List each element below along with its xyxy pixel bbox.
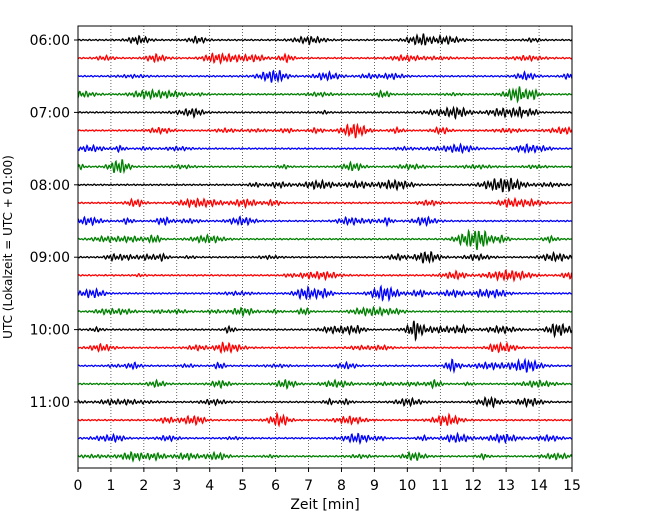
trace-0700 xyxy=(77,105,573,120)
x-tick-label-0: 0 xyxy=(74,478,83,494)
trace-0930 xyxy=(77,284,573,303)
x-tick-label-15: 15 xyxy=(563,478,581,494)
x-tick-label-3: 3 xyxy=(172,478,181,494)
x-tick-label-1: 1 xyxy=(106,478,115,494)
trace-1000 xyxy=(77,320,573,342)
plot-frame xyxy=(77,25,573,469)
y-tick-label-0600: 06:00 xyxy=(30,33,70,49)
trace-0945 xyxy=(77,305,573,318)
x-axis: 0 1 2 3 4 5 6 7 8 9 10 11 12 13 14 15 xyxy=(74,468,581,494)
trace-1100 xyxy=(77,395,573,409)
trace-0600 xyxy=(77,33,573,46)
x-tick-label-13: 13 xyxy=(497,478,515,494)
x-tick-label-10: 10 xyxy=(398,478,416,494)
y-tick-label-1100: 11:00 xyxy=(30,395,70,411)
y-axis-label: UTC (Lokalzeit = UTC + 01:00) xyxy=(1,155,15,339)
trace-1115 xyxy=(77,411,573,428)
trace-0845 xyxy=(77,228,573,250)
trace-1130 xyxy=(77,431,573,446)
seismic-traces xyxy=(77,33,573,463)
trace-1145 xyxy=(77,450,573,463)
x-tick-label-7: 7 xyxy=(304,478,313,494)
y-axis: 06:00 07:00 08:00 09:00 10:00 11:00 xyxy=(30,33,78,411)
trace-0615 xyxy=(77,52,573,66)
trace-0730 xyxy=(77,142,573,155)
x-tick-label-14: 14 xyxy=(530,478,548,494)
x-tick-label-6: 6 xyxy=(271,478,280,494)
x-tick-label-4: 4 xyxy=(205,478,214,494)
trace-1045 xyxy=(77,378,573,391)
x-tick-label-8: 8 xyxy=(337,478,346,494)
trace-0745 xyxy=(77,159,573,175)
trace-0715 xyxy=(77,122,573,139)
trace-0630 xyxy=(77,69,573,84)
x-tick-label-12: 12 xyxy=(464,478,482,494)
trace-0800 xyxy=(77,177,573,193)
x-tick-label-9: 9 xyxy=(370,478,379,494)
x-axis-label: Zeit [min] xyxy=(290,497,359,513)
x-tick-label-5: 5 xyxy=(238,478,247,494)
x-tick-label-2: 2 xyxy=(139,478,148,494)
trace-0915 xyxy=(77,269,573,283)
trace-1030 xyxy=(77,357,573,374)
x-tick-label-11: 11 xyxy=(431,478,449,494)
y-tick-label-0800: 08:00 xyxy=(30,178,70,194)
trace-0815 xyxy=(77,196,573,210)
trace-0645 xyxy=(77,86,573,104)
y-tick-label-0900: 09:00 xyxy=(30,250,70,266)
trace-0830 xyxy=(77,215,573,228)
trace-0900 xyxy=(77,250,573,265)
trace-1015 xyxy=(77,341,573,355)
y-tick-label-1000: 10:00 xyxy=(30,323,70,339)
y-tick-label-0700: 07:00 xyxy=(30,105,70,121)
